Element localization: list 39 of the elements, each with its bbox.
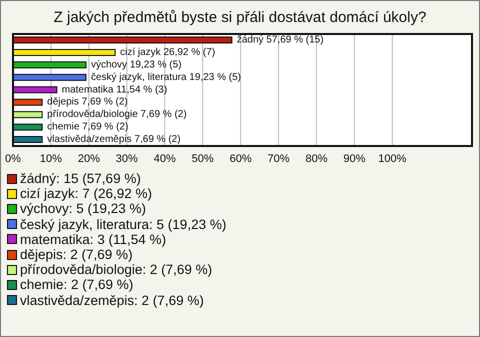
bar — [13, 111, 43, 118]
x-tick-label: 80% — [305, 152, 328, 165]
data-label: přírodověda/biologie 7,69 % (2) — [47, 109, 187, 120]
data-label: matematika 11,54 % (3) — [62, 84, 168, 96]
data-label: vlastivěda/zeměpis 7,69 % (2) — [47, 134, 181, 146]
bar — [13, 98, 43, 106]
x-tick-label: 50% — [192, 152, 214, 165]
data-label: chemie 7,69 % (2) — [47, 122, 128, 133]
bar — [13, 48, 116, 56]
x-tick-label: 30% — [116, 152, 138, 165]
text: přírodověda/biologie: 2 (7,69 %) — [20, 262, 212, 278]
text: vlastivěda/zeměpis: 2 (7,69 %) — [20, 292, 204, 308]
x-tick-label: 100% — [378, 152, 407, 165]
chart-title: Z jakých předmětů byste si přáli dostávat domácí úkoly? — [52, 9, 428, 26]
x-tick-label: 0% — [5, 152, 22, 165]
x-tick-label: 60% — [230, 152, 252, 165]
text: výchovy: 5 (19,23 %) — [20, 201, 146, 217]
text: dějepis: 2 (7,69 %) — [20, 247, 133, 262]
bar — [13, 124, 43, 131]
bar — [13, 61, 86, 68]
x-tick-label: 40% — [154, 152, 176, 165]
x-tick-label: 90% — [343, 152, 366, 165]
bar — [13, 36, 232, 44]
bar — [13, 136, 43, 144]
x-tick-label: 70% — [268, 152, 290, 165]
text: chemie: 2 (7,69 %) — [20, 277, 134, 293]
data-label: dějepis 7,69 % (2) — [47, 96, 128, 108]
text: český jazyk, literatura: 5 (19,23 %) — [20, 216, 226, 232]
data-label: cizí jazyk 26,92 % (7) — [120, 46, 216, 58]
data-label: žádný 57,69 % (15) — [236, 34, 324, 46]
text: matematika: 3 (11,54 %) — [20, 232, 166, 248]
text: žádný: 15 (57,69 %) — [20, 171, 141, 186]
text: cizí jazyk: 7 (26,92 %) — [20, 186, 152, 202]
data-label: český jazyk, literatura 19,23 % (5) — [90, 72, 242, 83]
bar — [13, 86, 58, 94]
x-tick-label: 20% — [78, 152, 100, 165]
data-label: výchovy 19,23 % (5) — [90, 59, 182, 70]
bar — [13, 74, 86, 81]
x-tick-label: 10% — [40, 152, 62, 165]
